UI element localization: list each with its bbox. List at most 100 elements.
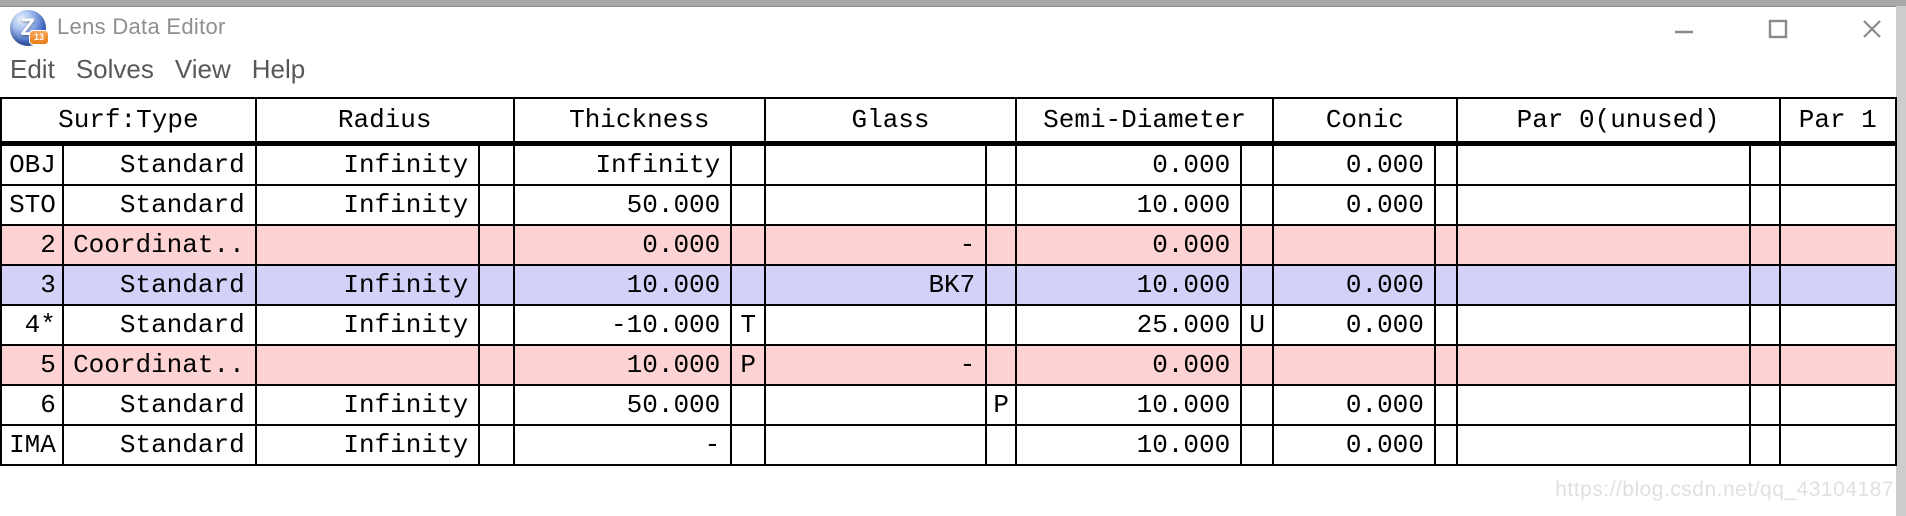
cell-sto-conic[interactable]: 0.000 bbox=[1272, 184, 1436, 226]
cell-sto-label[interactable]: STO bbox=[0, 184, 64, 226]
cell-ima-thickness-flag[interactable] bbox=[730, 424, 766, 466]
cell-obj-par0[interactable] bbox=[1455, 142, 1751, 186]
cell-5-thickness[interactable]: 10.000 bbox=[512, 344, 733, 386]
cell-6-conic[interactable]: 0.000 bbox=[1272, 384, 1436, 426]
cell-4-semi-diameter-flag[interactable]: U bbox=[1240, 304, 1275, 346]
cell-2-radius[interactable] bbox=[254, 224, 481, 266]
cell-3-radius[interactable]: Infinity bbox=[254, 264, 481, 306]
close-button[interactable] bbox=[1860, 17, 1884, 41]
menu-help[interactable]: Help bbox=[251, 53, 306, 84]
cell-ima-thickness[interactable]: - bbox=[512, 424, 733, 466]
cell-5-par1[interactable] bbox=[1778, 344, 1897, 386]
cell-4-type[interactable]: Standard bbox=[61, 304, 257, 346]
cell-sto-semi-diameter[interactable]: 10.000 bbox=[1015, 184, 1243, 226]
cell-sto-conic-flag[interactable] bbox=[1433, 184, 1458, 226]
cell-2-par0[interactable] bbox=[1455, 224, 1751, 266]
cell-obj-thickness[interactable]: Infinity bbox=[512, 142, 733, 186]
cell-4-glass-flag[interactable] bbox=[985, 304, 1018, 346]
cell-3-radius-flag[interactable] bbox=[478, 264, 515, 306]
cell-3-thickness[interactable]: 10.000 bbox=[512, 264, 733, 306]
cell-4-par0[interactable] bbox=[1455, 304, 1751, 346]
cell-6-par0[interactable] bbox=[1455, 384, 1751, 426]
cell-ima-par0-flag[interactable] bbox=[1748, 424, 1781, 466]
cell-3-conic-flag[interactable] bbox=[1433, 264, 1458, 306]
cell-5-conic-flag[interactable] bbox=[1433, 344, 1458, 386]
cell-sto-par1[interactable] bbox=[1778, 184, 1897, 226]
cell-sto-thickness[interactable]: 50.000 bbox=[512, 184, 733, 226]
cell-ima-semi-diameter-flag[interactable] bbox=[1240, 424, 1275, 466]
cell-5-semi-diameter[interactable]: 0.000 bbox=[1015, 344, 1243, 386]
cell-4-par0-flag[interactable] bbox=[1748, 304, 1781, 346]
cell-5-semi-diameter-flag[interactable] bbox=[1240, 344, 1275, 386]
cell-obj-par1[interactable] bbox=[1778, 142, 1897, 186]
menu-edit[interactable]: Edit bbox=[10, 53, 55, 84]
cell-6-label[interactable]: 6 bbox=[0, 384, 64, 426]
cell-sto-par0[interactable] bbox=[1455, 184, 1751, 226]
cell-4-radius[interactable]: Infinity bbox=[254, 304, 481, 346]
cell-2-label[interactable]: 2 bbox=[0, 224, 64, 266]
cell-5-thickness-flag[interactable]: P bbox=[730, 344, 766, 386]
cell-2-conic[interactable] bbox=[1272, 224, 1436, 266]
cell-4-label[interactable]: 4* bbox=[0, 304, 64, 346]
cell-6-semi-diameter-flag[interactable] bbox=[1240, 384, 1275, 426]
cell-obj-glass[interactable] bbox=[763, 142, 988, 186]
cell-2-radius-flag[interactable] bbox=[478, 224, 515, 266]
cell-obj-par0-flag[interactable] bbox=[1748, 142, 1781, 186]
menu-solves[interactable]: Solves bbox=[75, 53, 154, 84]
cell-2-thickness[interactable]: 0.000 bbox=[512, 224, 733, 266]
cell-obj-thickness-flag[interactable] bbox=[730, 142, 766, 186]
cell-6-par0-flag[interactable] bbox=[1748, 384, 1781, 426]
cell-2-par1[interactable] bbox=[1778, 224, 1897, 266]
cell-6-radius-flag[interactable] bbox=[478, 384, 515, 426]
cell-4-radius-flag[interactable] bbox=[478, 304, 515, 346]
cell-obj-semi-diameter-flag[interactable] bbox=[1240, 142, 1275, 186]
cell-sto-par0-flag[interactable] bbox=[1748, 184, 1781, 226]
cell-obj-label[interactable]: OBJ bbox=[0, 142, 64, 186]
cell-4-thickness[interactable]: -10.000 bbox=[512, 304, 733, 346]
cell-sto-semi-diameter-flag[interactable] bbox=[1240, 184, 1275, 226]
menu-view[interactable]: View bbox=[174, 53, 231, 84]
cell-ima-conic-flag[interactable] bbox=[1433, 424, 1458, 466]
cell-6-conic-flag[interactable] bbox=[1433, 384, 1458, 426]
cell-6-radius[interactable]: Infinity bbox=[254, 384, 481, 426]
cell-sto-radius-flag[interactable] bbox=[478, 184, 515, 226]
cell-4-conic[interactable]: 0.000 bbox=[1272, 304, 1436, 346]
cell-5-label[interactable]: 5 bbox=[0, 344, 64, 386]
minimize-button[interactable] bbox=[1672, 17, 1696, 41]
cell-5-par0[interactable] bbox=[1455, 344, 1751, 386]
cell-ima-par0[interactable] bbox=[1455, 424, 1751, 466]
cell-3-conic[interactable]: 0.000 bbox=[1272, 264, 1436, 306]
cell-6-glass[interactable] bbox=[763, 384, 988, 426]
cell-3-par1[interactable] bbox=[1778, 264, 1897, 306]
cell-3-type[interactable]: Standard bbox=[61, 264, 257, 306]
cell-sto-type[interactable]: Standard bbox=[61, 184, 257, 226]
cell-ima-glass[interactable] bbox=[763, 424, 988, 466]
cell-sto-thickness-flag[interactable] bbox=[730, 184, 766, 226]
cell-ima-radius-flag[interactable] bbox=[478, 424, 515, 466]
cell-ima-label[interactable]: IMA bbox=[0, 424, 64, 466]
cell-obj-type[interactable]: Standard bbox=[61, 142, 257, 186]
maximize-button[interactable] bbox=[1766, 17, 1790, 41]
cell-6-thickness-flag[interactable] bbox=[730, 384, 766, 426]
cell-6-semi-diameter[interactable]: 10.000 bbox=[1015, 384, 1243, 426]
cell-6-type[interactable]: Standard bbox=[61, 384, 257, 426]
cell-3-semi-diameter[interactable]: 10.000 bbox=[1015, 264, 1243, 306]
cell-3-par0-flag[interactable] bbox=[1748, 264, 1781, 306]
cell-5-type[interactable]: Coordinat.. bbox=[61, 344, 257, 386]
cell-2-par0-flag[interactable] bbox=[1748, 224, 1781, 266]
cell-3-glass-flag[interactable] bbox=[985, 264, 1018, 306]
cell-ima-conic[interactable]: 0.000 bbox=[1272, 424, 1436, 466]
cell-4-glass[interactable] bbox=[763, 304, 988, 346]
cell-6-par1[interactable] bbox=[1778, 384, 1897, 426]
cell-ima-radius[interactable]: Infinity bbox=[254, 424, 481, 466]
cell-5-glass-flag[interactable] bbox=[985, 344, 1018, 386]
cell-2-thickness-flag[interactable] bbox=[730, 224, 766, 266]
cell-5-glass[interactable]: - bbox=[763, 344, 988, 386]
cell-3-label[interactable]: 3 bbox=[0, 264, 64, 306]
cell-sto-radius[interactable]: Infinity bbox=[254, 184, 481, 226]
cell-obj-radius-flag[interactable] bbox=[478, 142, 515, 186]
cell-obj-conic-flag[interactable] bbox=[1433, 142, 1458, 186]
cell-obj-conic[interactable]: 0.000 bbox=[1272, 142, 1436, 186]
cell-4-conic-flag[interactable] bbox=[1433, 304, 1458, 346]
cell-sto-glass[interactable] bbox=[763, 184, 988, 226]
